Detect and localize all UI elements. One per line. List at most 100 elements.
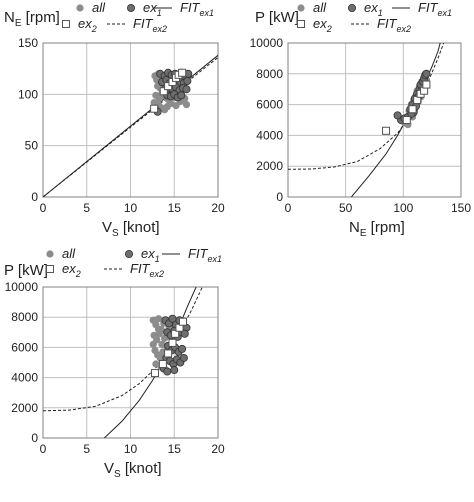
legend-label: ex2 [78, 16, 97, 34]
x-axis-label: NE [rpm] [349, 219, 405, 239]
legend-label-main: ex [313, 16, 327, 31]
x-tick-label: 10 [124, 442, 138, 456]
x-tick-label: 20 [211, 201, 225, 215]
x-axis-label-unit: [rpm] [367, 219, 405, 236]
y-tick-label: 2000 [256, 159, 283, 173]
x-axis-label-main: N [349, 219, 360, 236]
ex2-point [151, 369, 159, 378]
legend-all-marker [76, 4, 84, 12]
x-tick-label: 0 [40, 442, 47, 456]
y-axis-label: P [kW] [4, 262, 48, 279]
legend-label-sub: 1 [378, 8, 383, 18]
legend-ex2-marker [297, 20, 305, 28]
all-point [161, 334, 169, 342]
ex2-point [164, 349, 173, 358]
legend-label: ex1 [143, 0, 162, 18]
legend-label-sub: ex2 [153, 24, 168, 34]
ex2-point [150, 104, 159, 113]
ex1-point [393, 111, 402, 120]
plot-frame [42, 42, 219, 198]
y-tick-label: 4000 [11, 371, 38, 385]
x-tick-label: 5 [83, 201, 90, 215]
legend-label: ex1 [364, 0, 383, 18]
x-tick-label: 0 [40, 201, 47, 215]
ex1-point [180, 329, 189, 338]
y-tick-label: 4000 [256, 128, 283, 142]
y-tick-label: 6000 [256, 98, 283, 112]
x-axis-label-unit: [knot] [119, 219, 160, 236]
legend-label: ex2 [313, 16, 332, 34]
legend-all-marker [297, 4, 305, 12]
y-axis-label: NE [rpm] [4, 9, 60, 29]
ex1-point [182, 85, 191, 94]
legend-label: FITex2 [133, 16, 167, 34]
legend-label-main: ex [364, 0, 378, 15]
y-tick-label: 50 [25, 139, 39, 153]
legend-label-sub: 2 [75, 269, 81, 279]
all-point [156, 354, 164, 362]
x-tick-label: 50 [339, 201, 353, 215]
ex2-point [178, 68, 187, 77]
legend-label-sub: ex1 [208, 254, 223, 264]
ex2-point [408, 105, 417, 114]
chart-2: 0 50 100 150 0 2000 4000 6000 8000 10000 P [kW] NE … [250, 0, 472, 239]
legend-label: FITex1 [418, 0, 452, 18]
legend-label: FITex2 [377, 16, 411, 34]
ex1-point [422, 69, 431, 78]
legend-label-main: FIT [377, 16, 398, 31]
legend-label-main: FIT [130, 261, 151, 276]
x-axis-label: VS [knot] [104, 460, 162, 480]
x-tick-label: 15 [168, 442, 182, 456]
y-tick-label: 10000 [250, 36, 284, 50]
y-tick-label: 8000 [11, 310, 38, 324]
ex1-point [178, 344, 187, 353]
legend-label-main: all [62, 246, 76, 261]
legend-label-sub: ex1 [438, 8, 453, 18]
ex1-point [183, 76, 192, 85]
legend-label: all [62, 246, 76, 261]
x-tick-label: 15 [168, 201, 182, 215]
fit-ex1-line [351, 43, 441, 197]
x-axis-label-sub: S [114, 469, 121, 480]
all-point [154, 315, 163, 323]
x-tick-label: 20 [211, 442, 225, 456]
all-point [182, 101, 191, 109]
y-axis-label-unit: [kW] [14, 262, 48, 279]
legend-label-sub: 1 [157, 8, 162, 18]
all-point [154, 325, 163, 333]
legend-ex2-marker [62, 20, 70, 28]
y-tick-label: 8000 [256, 67, 283, 81]
legend-label-sub: 2 [91, 24, 97, 34]
y-tick-label: 0 [31, 431, 38, 445]
legend-label-sub: ex2 [150, 269, 165, 279]
legend-label-sub: ex1 [200, 8, 215, 18]
ex1-point [163, 367, 172, 376]
legend-label: all [92, 0, 106, 15]
legend-label-sub: 2 [326, 24, 332, 34]
legend-label: ex2 [62, 261, 81, 279]
x-axis-label-main: V [104, 460, 114, 477]
all-point [149, 340, 157, 348]
y-tick-label: 10000 [5, 280, 39, 294]
legend-label-main: FIT [188, 246, 209, 261]
legend-label-main: all [92, 0, 106, 15]
y-axis-label-unit: [rpm] [22, 9, 60, 26]
legend-label-main: FIT [418, 0, 439, 15]
x-tick-label: 5 [83, 442, 90, 456]
y-axis-label-sub: E [15, 18, 22, 29]
legend-label-sub: 1 [155, 254, 160, 264]
ex2-point [382, 126, 391, 135]
fit-ex2-line [288, 43, 445, 170]
legend-ex1-marker [125, 249, 134, 258]
y-tick-label: 150 [18, 36, 38, 50]
y-tick-label: 0 [31, 190, 38, 204]
ex2-point [164, 82, 173, 91]
ex2-point [168, 338, 177, 347]
x-tick-label: 100 [393, 201, 413, 215]
ex2-point [171, 329, 180, 338]
legend-label-main: ex [143, 0, 157, 15]
ex1-point [179, 353, 188, 362]
plot-frame [42, 286, 219, 439]
legend-label-main: ex [78, 16, 92, 31]
legend-label-sub: ex2 [397, 24, 412, 34]
